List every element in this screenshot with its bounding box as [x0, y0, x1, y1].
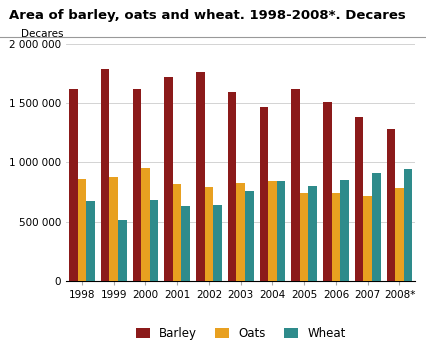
- Bar: [387, 129, 395, 281]
- Bar: [395, 188, 404, 281]
- Bar: [181, 206, 190, 281]
- Bar: [101, 69, 109, 281]
- Bar: [164, 77, 173, 281]
- Bar: [69, 89, 78, 281]
- Bar: [355, 117, 363, 281]
- Bar: [204, 187, 213, 281]
- Bar: [363, 196, 372, 281]
- Bar: [196, 72, 204, 281]
- Bar: [268, 181, 277, 281]
- Bar: [213, 205, 222, 281]
- Bar: [340, 180, 349, 281]
- Bar: [118, 220, 127, 281]
- Bar: [78, 179, 86, 281]
- Bar: [132, 89, 141, 281]
- Bar: [323, 102, 332, 281]
- Bar: [372, 173, 380, 281]
- Text: Decares: Decares: [20, 29, 63, 39]
- Bar: [291, 89, 300, 281]
- Bar: [332, 193, 340, 281]
- Text: Area of barley, oats and wheat. 1998-2008*. Decares: Area of barley, oats and wheat. 1998-200…: [9, 9, 405, 22]
- Bar: [308, 186, 317, 281]
- Bar: [236, 183, 245, 281]
- Bar: [150, 200, 158, 281]
- Bar: [245, 191, 253, 281]
- Bar: [404, 170, 412, 281]
- Bar: [109, 177, 118, 281]
- Bar: [86, 201, 95, 281]
- Bar: [141, 168, 150, 281]
- Bar: [300, 193, 308, 281]
- Bar: [259, 107, 268, 281]
- Bar: [277, 181, 285, 281]
- Legend: Barley, Oats, Wheat: Barley, Oats, Wheat: [131, 322, 351, 345]
- Bar: [173, 184, 181, 281]
- Bar: [228, 92, 236, 281]
